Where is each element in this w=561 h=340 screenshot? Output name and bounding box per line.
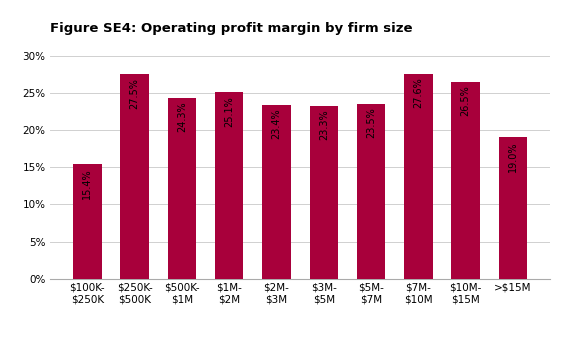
Text: 19.0%: 19.0% — [508, 141, 518, 172]
Text: Figure SE4: Operating profit margin by firm size: Figure SE4: Operating profit margin by f… — [50, 22, 413, 35]
Bar — [310, 105, 338, 279]
Bar — [121, 74, 149, 279]
Text: 26.5%: 26.5% — [461, 85, 471, 116]
Text: 23.5%: 23.5% — [366, 108, 376, 138]
Bar — [215, 92, 243, 279]
Text: 23.4%: 23.4% — [272, 108, 282, 139]
Text: 27.6%: 27.6% — [413, 77, 424, 108]
Text: 15.4%: 15.4% — [82, 168, 93, 199]
Text: 25.1%: 25.1% — [224, 96, 234, 126]
Bar — [357, 104, 385, 279]
Bar — [263, 105, 291, 279]
Bar — [452, 82, 480, 279]
Bar — [73, 164, 102, 279]
Text: 27.5%: 27.5% — [130, 78, 140, 109]
Text: 24.3%: 24.3% — [177, 102, 187, 132]
Text: 23.3%: 23.3% — [319, 109, 329, 140]
Bar — [168, 98, 196, 279]
Bar — [499, 137, 527, 279]
Bar — [404, 73, 433, 279]
